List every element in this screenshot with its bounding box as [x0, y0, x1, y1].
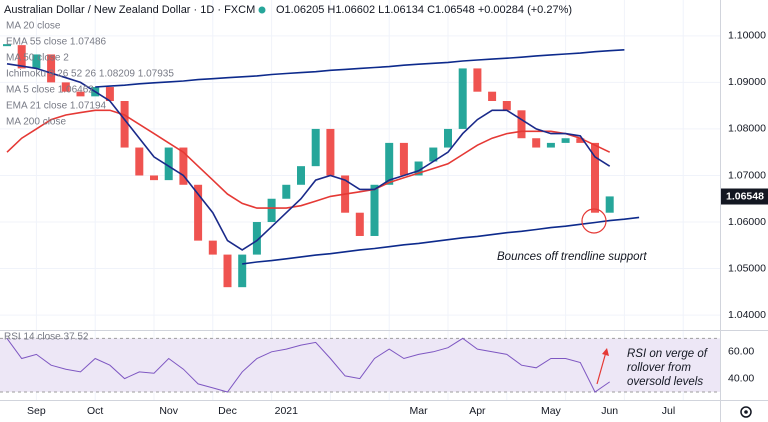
- candle: [17, 45, 26, 69]
- series-line: [95, 49, 625, 88]
- candle: [32, 54, 41, 69]
- symbol-title: Australian Dollar / New Zealand Dollar ·…: [4, 4, 255, 16]
- y-tick-label: 1.05000: [728, 262, 766, 274]
- last-price-label: 1.06548: [726, 190, 764, 202]
- annotation: RSI on verge of: [627, 348, 709, 360]
- indicator-label: EMA 21 close 1.07194: [6, 101, 107, 112]
- candle: [473, 68, 482, 92]
- x-tick-label: Mar: [410, 405, 429, 417]
- candle: [282, 184, 291, 199]
- candle: [208, 240, 217, 255]
- indicator-label: Ichimoku 9 26 52 26 1.08209 1.07935: [6, 69, 174, 80]
- candle: [179, 147, 188, 185]
- plot-area: [3, 44, 640, 393]
- annotation: Bounces off trendline support: [497, 251, 647, 263]
- annotation: oversold levels: [627, 376, 703, 388]
- candle: [370, 184, 379, 236]
- candle: [76, 91, 85, 97]
- candle: [223, 254, 232, 288]
- x-tick-label: Nov: [159, 405, 178, 417]
- rsi-tick-label: 60.00: [728, 346, 754, 358]
- candle: [517, 110, 526, 139]
- candle: [355, 212, 364, 236]
- x-tick-label: Dec: [218, 405, 237, 417]
- x-tick-label: May: [541, 405, 562, 417]
- candle: [194, 184, 203, 241]
- highlight-circle: [581, 208, 607, 234]
- indicator-label: EMA 55 close 1.07486: [6, 37, 107, 48]
- annotation: rollover from: [627, 362, 691, 374]
- y-tick-label: 1.09000: [728, 76, 766, 88]
- rsi-title: RSI 14 close 37.52: [4, 332, 89, 343]
- candle: [47, 54, 56, 83]
- x-tick-label: Jul: [662, 405, 675, 417]
- candle: [105, 87, 114, 102]
- y-tick-label: 1.10000: [728, 30, 766, 42]
- arrow-head: [602, 348, 609, 356]
- candle: [252, 222, 261, 255]
- x-tick-label: Oct: [87, 405, 103, 417]
- candle: [120, 101, 129, 148]
- grid: [0, 0, 720, 400]
- ohlc: O1.06205 H1.06602 L1.06134 C1.06548 +0.0…: [276, 4, 572, 16]
- rsi-band: [0, 338, 720, 392]
- indicator-label: MA 5 close 1.06462: [6, 85, 94, 96]
- indicator-label: MA 50 close 2: [6, 53, 69, 64]
- x-tick-label: 2021: [275, 405, 299, 417]
- market-status: [258, 6, 266, 14]
- settings-icon[interactable]: [740, 406, 752, 418]
- candle: [135, 147, 144, 176]
- candle: [502, 101, 511, 111]
- series-line: [6, 109, 611, 209]
- candle: [297, 166, 305, 185]
- candle: [399, 142, 408, 176]
- indicator-label: MA 200 close: [6, 117, 66, 128]
- indicator-label: MA 20 close: [6, 21, 61, 32]
- candle: [164, 147, 173, 181]
- candle: [532, 138, 541, 148]
- gear-hub: [744, 410, 748, 414]
- candle: [61, 82, 70, 92]
- candle: [576, 138, 585, 143]
- labels: Australian Dollar / New Zealand Dollar ·…: [4, 4, 768, 417]
- series-line: [242, 216, 640, 265]
- candle: [385, 142, 394, 185]
- candle: [444, 128, 452, 148]
- gear[interactable]: [740, 406, 752, 418]
- x-tick-label: Apr: [469, 405, 486, 417]
- candle: [326, 128, 335, 176]
- x-tick-label: Sep: [27, 405, 46, 417]
- candle: [150, 175, 158, 181]
- y-tick-label: 1.04000: [728, 309, 766, 321]
- candle: [605, 196, 614, 213]
- candle: [238, 254, 247, 288]
- candle: [561, 138, 570, 143]
- candle: [414, 161, 423, 176]
- series-line: [6, 337, 610, 393]
- candle: [458, 68, 467, 129]
- rsi-tick-label: 40.00: [728, 372, 754, 384]
- candle: [591, 142, 599, 213]
- last-price-box: [721, 188, 768, 205]
- series-line: [6, 63, 611, 251]
- candle: [3, 44, 11, 47]
- x-tick-label: Jun: [601, 405, 618, 417]
- candle: [429, 147, 438, 162]
- candle: [546, 142, 555, 148]
- arrow-shaft: [596, 351, 607, 385]
- candle: [488, 91, 497, 102]
- candle: [311, 128, 320, 167]
- candle: [267, 198, 276, 223]
- y-tick-label: 1.08000: [728, 123, 766, 135]
- y-tick-label: 1.06000: [728, 216, 766, 228]
- y-tick-label: 1.07000: [728, 169, 766, 181]
